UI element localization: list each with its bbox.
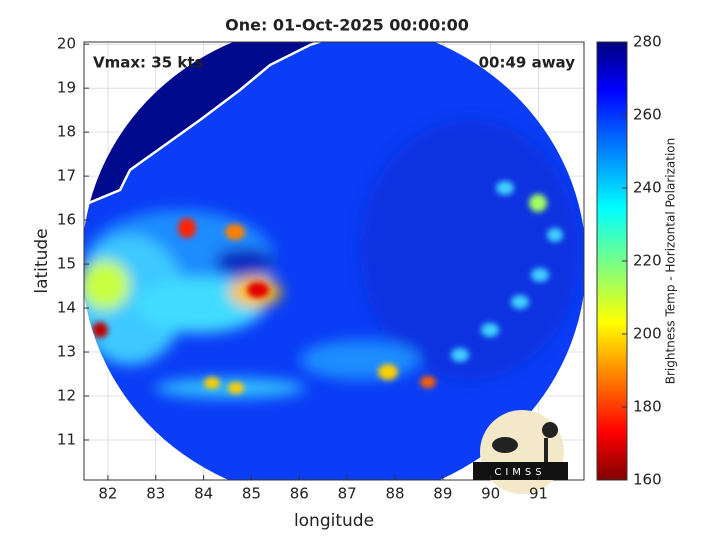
y-tick-label: 19 xyxy=(57,79,76,97)
y-tick-label: 14 xyxy=(57,299,76,317)
colorbar-tick-label: 200 xyxy=(633,325,662,343)
x-tick-label: 91 xyxy=(529,485,548,503)
x-tick-label: 85 xyxy=(242,485,261,503)
x-axis-label: longitude xyxy=(294,511,374,531)
y-tick-label: 12 xyxy=(57,387,76,405)
y-tick-label: 11 xyxy=(57,430,76,448)
y-tick-label: 17 xyxy=(57,167,76,185)
colorbar-tick-label: 260 xyxy=(633,106,662,124)
y-tick-label: 15 xyxy=(57,255,76,273)
y-tick-label: 20 xyxy=(57,35,76,53)
axes-frame xyxy=(83,41,585,481)
x-tick-label: 89 xyxy=(433,485,452,503)
x-tick-label: 90 xyxy=(481,485,500,503)
logo: CIMSS xyxy=(473,410,568,494)
x-tick-label: 82 xyxy=(98,485,117,503)
x-tick-label: 88 xyxy=(385,485,404,503)
annotation: Vmax: 35 kts xyxy=(93,54,203,72)
logo-text: CIMSS xyxy=(494,467,545,478)
colorbar-tick-label: 240 xyxy=(633,179,662,197)
colorbar-tick-label: 160 xyxy=(633,471,662,489)
y-axis-label: latitude xyxy=(32,228,52,293)
x-tick-label: 87 xyxy=(338,485,357,503)
x-tick-label: 86 xyxy=(290,485,309,503)
x-tick-label: 84 xyxy=(194,485,213,503)
y-tick-label: 16 xyxy=(57,211,76,229)
annotation: 00:49 away xyxy=(479,54,576,72)
chart-title: One: 01-Oct-2025 00:00:00 xyxy=(225,16,469,35)
colorbar-tick-label: 220 xyxy=(633,252,662,270)
colorbar-tick-label: 280 xyxy=(633,33,662,51)
x-tick-label: 83 xyxy=(146,485,165,503)
colorbar-tick-label: 180 xyxy=(633,398,662,416)
image-field xyxy=(84,42,584,480)
colorbar-label: Brightness Temp - Horizontal Polarizatio… xyxy=(664,138,678,385)
y-tick-label: 18 xyxy=(57,123,76,141)
y-tick-label: 13 xyxy=(57,343,76,361)
